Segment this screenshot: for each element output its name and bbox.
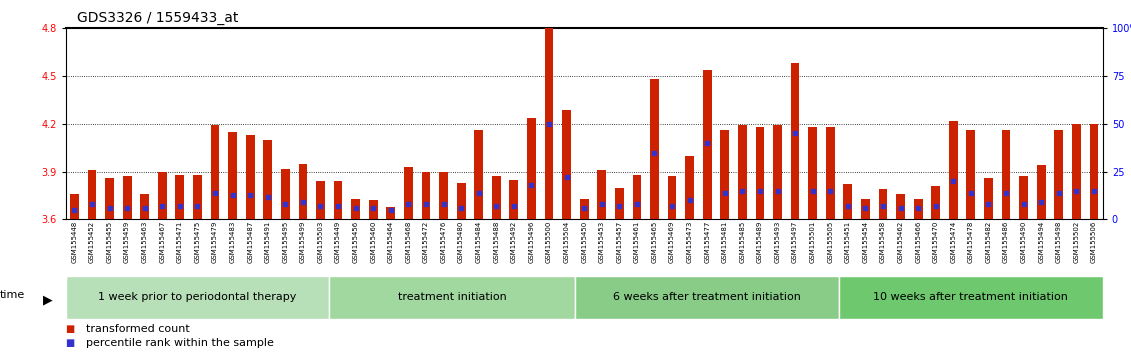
Bar (931, 186, 940, 219)
Text: percentile rank within the sample: percentile rank within the sample (86, 338, 274, 348)
Bar (369, 200, 378, 219)
Bar (720, 130, 729, 219)
Bar (597, 170, 606, 219)
Bar (861, 199, 870, 219)
Bar (422, 172, 431, 219)
Text: ■: ■ (66, 338, 75, 348)
Bar (949, 121, 958, 219)
Bar (158, 172, 166, 219)
Bar (1072, 124, 1081, 219)
Bar (316, 181, 325, 219)
Bar (228, 132, 238, 219)
Bar (404, 167, 413, 219)
Bar (474, 130, 483, 219)
FancyBboxPatch shape (576, 276, 839, 319)
Bar (123, 177, 131, 219)
Bar (1089, 124, 1098, 219)
Bar (809, 127, 817, 219)
Bar (667, 177, 676, 219)
Text: 10 weeks after treatment initiation: 10 weeks after treatment initiation (873, 292, 1069, 302)
Bar (562, 110, 571, 219)
Bar (580, 199, 588, 219)
Bar (87, 170, 96, 219)
Text: ■: ■ (66, 324, 75, 334)
Bar (509, 180, 518, 219)
Text: ▶: ▶ (43, 293, 53, 306)
Bar (756, 127, 765, 219)
Text: time: time (0, 290, 25, 300)
Bar (791, 63, 800, 219)
Bar (70, 194, 79, 219)
Bar (545, 25, 553, 219)
Bar (1002, 130, 1010, 219)
Bar (632, 175, 641, 219)
FancyBboxPatch shape (839, 276, 1103, 319)
Bar (650, 79, 659, 219)
Bar (210, 125, 219, 219)
Bar (967, 130, 975, 219)
Bar (439, 172, 448, 219)
Bar (774, 125, 782, 219)
FancyBboxPatch shape (66, 276, 329, 319)
Bar (702, 70, 711, 219)
Bar (457, 183, 466, 219)
Text: GDS3326 / 1559433_at: GDS3326 / 1559433_at (77, 11, 239, 25)
Bar (879, 189, 888, 219)
Bar (352, 199, 360, 219)
Bar (334, 181, 343, 219)
Text: 6 weeks after treatment initiation: 6 weeks after treatment initiation (613, 292, 801, 302)
Bar (492, 177, 501, 219)
Bar (105, 178, 114, 219)
Bar (387, 207, 395, 219)
Bar (175, 175, 184, 219)
Bar (527, 118, 536, 219)
Bar (1019, 177, 1028, 219)
Bar (826, 127, 835, 219)
Bar (984, 178, 993, 219)
Text: treatment initiation: treatment initiation (398, 292, 507, 302)
Bar (245, 135, 254, 219)
Bar (685, 156, 694, 219)
Bar (914, 199, 923, 219)
Bar (896, 194, 905, 219)
Bar (1054, 130, 1063, 219)
Bar (844, 184, 853, 219)
Bar (615, 188, 623, 219)
Bar (299, 164, 308, 219)
Text: 1 week prior to periodontal therapy: 1 week prior to periodontal therapy (98, 292, 296, 302)
FancyBboxPatch shape (329, 276, 576, 319)
Bar (737, 125, 746, 219)
Bar (280, 169, 290, 219)
Bar (193, 175, 201, 219)
Bar (264, 140, 273, 219)
Bar (1037, 165, 1045, 219)
Text: transformed count: transformed count (86, 324, 190, 334)
Bar (140, 194, 149, 219)
